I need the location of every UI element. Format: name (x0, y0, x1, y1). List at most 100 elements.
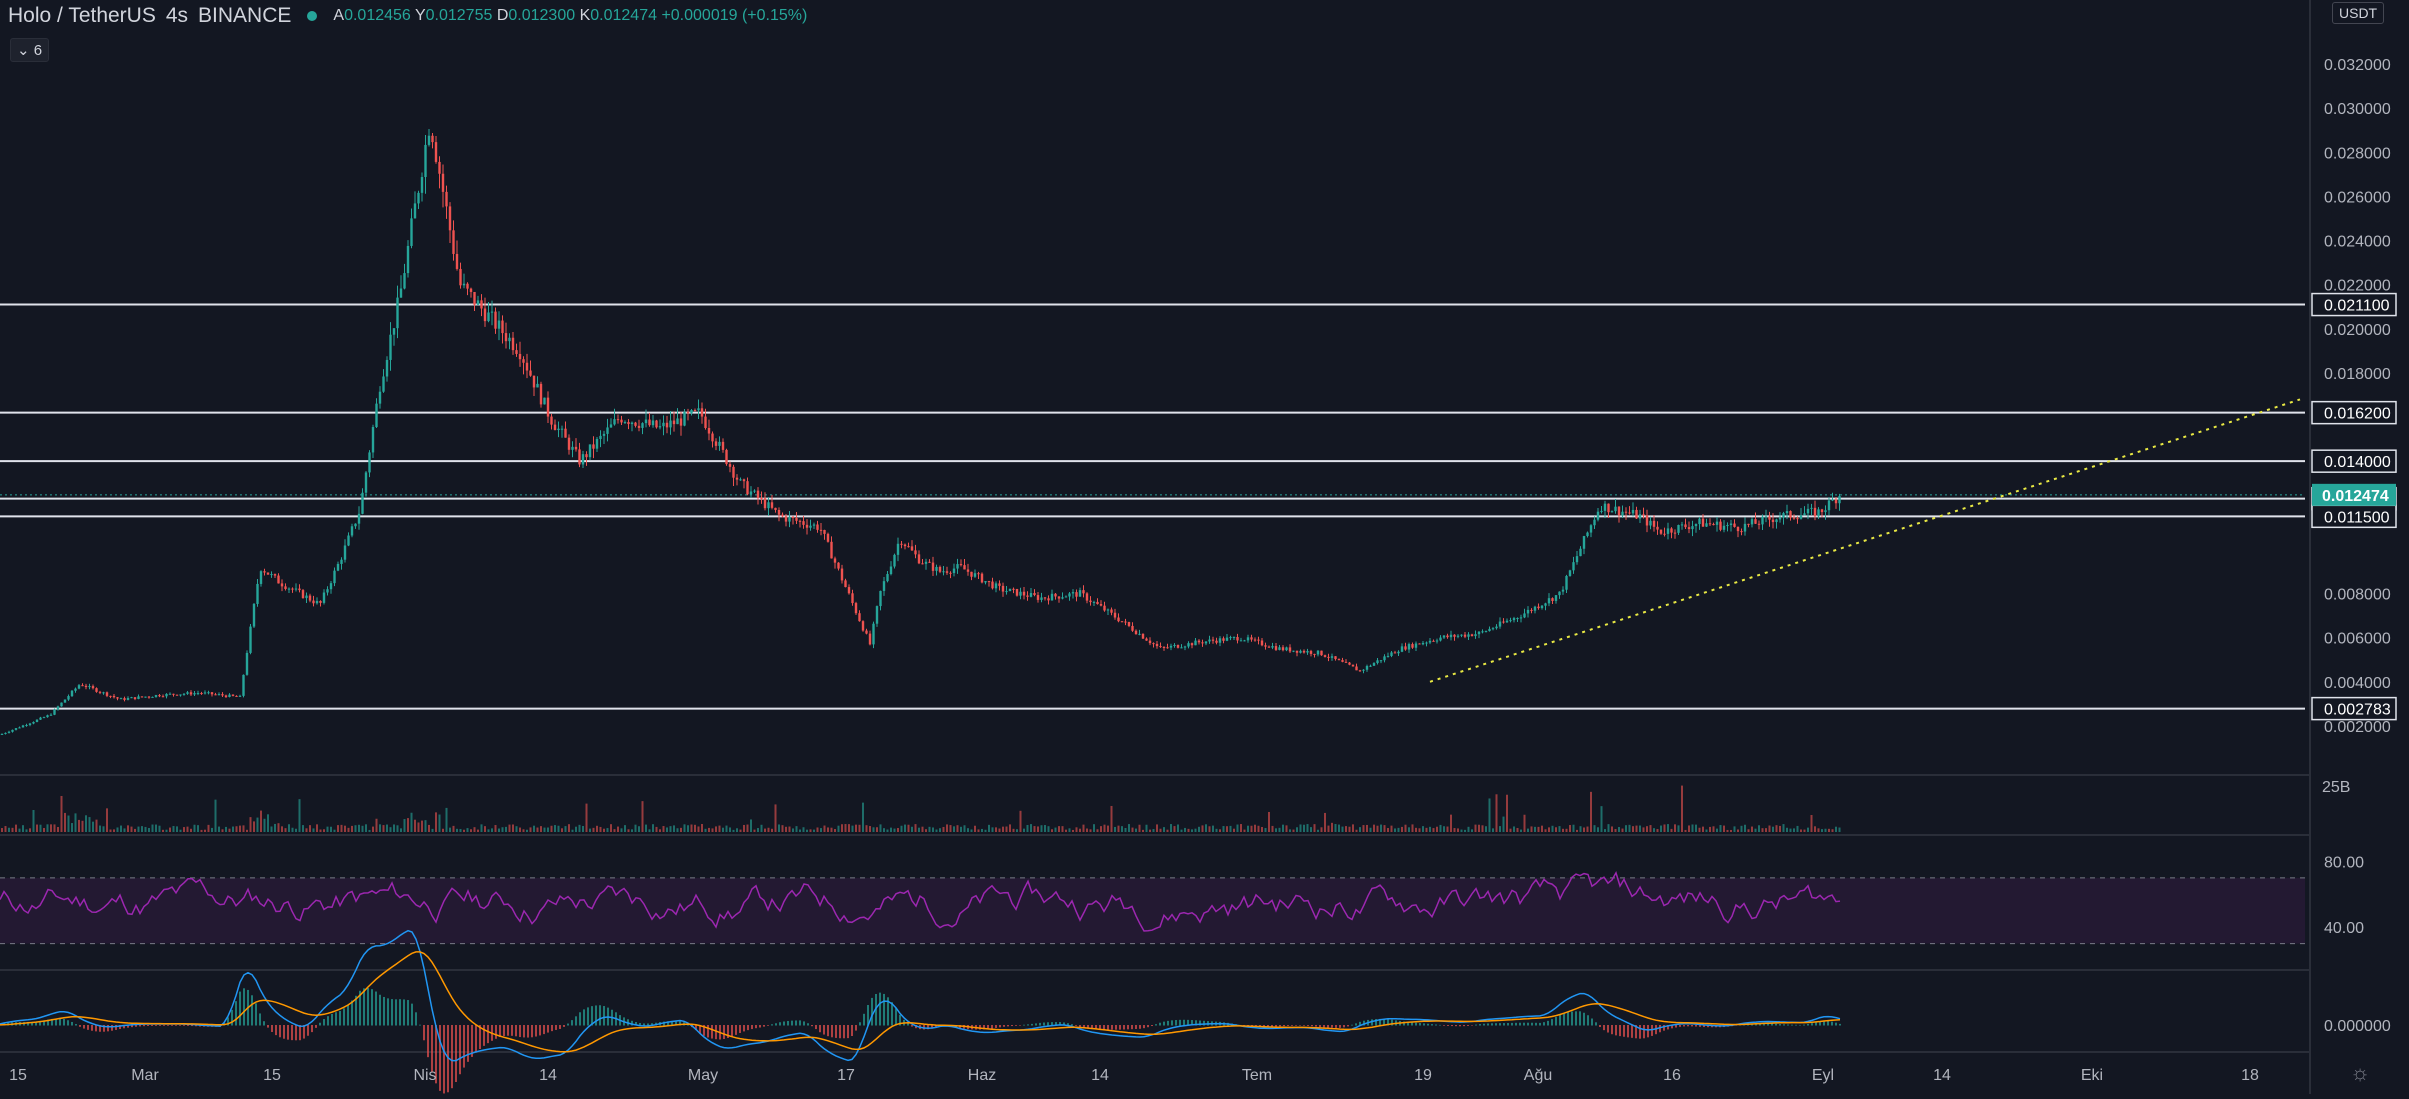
volume-bar (1051, 829, 1053, 832)
candle-body (175, 694, 179, 696)
volume-bar (1306, 824, 1309, 832)
macd-bar (1595, 1022, 1597, 1026)
volume-bar (431, 828, 434, 832)
macd-bar (1315, 1025, 1317, 1027)
volume-bar (953, 826, 955, 832)
volume-bar (592, 827, 595, 832)
macd-bar (587, 1007, 589, 1026)
macd-bar (1771, 1023, 1773, 1026)
candle-body (1771, 519, 1775, 523)
candle-body (501, 320, 504, 334)
volume-bar (1233, 828, 1235, 832)
candle-body (973, 573, 977, 577)
macd-bar (1627, 1025, 1629, 1038)
candle-body (564, 428, 567, 438)
volume-bar (333, 829, 336, 832)
volume-bar (1499, 826, 1501, 832)
candle-body (1099, 604, 1103, 606)
macd-bar (143, 1025, 145, 1027)
candle-body (60, 702, 63, 707)
macd-bar (31, 1021, 33, 1026)
macd-bar (1463, 1025, 1465, 1027)
macd-bar (251, 995, 253, 1026)
volume-bar (1485, 826, 1487, 832)
candle-body (252, 603, 256, 627)
macd-bar (1271, 1025, 1273, 1027)
macd-bar (1363, 1020, 1365, 1026)
volume-bar (526, 829, 528, 832)
volume-bar (277, 823, 280, 832)
candle-body (620, 419, 623, 423)
currency-badge[interactable]: USDT (2332, 2, 2385, 24)
macd-bar (1039, 1022, 1041, 1026)
volume-bar (1401, 826, 1403, 832)
candle-body (833, 558, 837, 563)
volume-bar (1628, 824, 1631, 832)
macd-bar (1355, 1023, 1357, 1026)
candle-body (1246, 637, 1250, 641)
macd-bar (631, 1020, 633, 1026)
candle-body (1267, 646, 1271, 648)
candle-body (1173, 644, 1176, 646)
volume-bar (1537, 826, 1540, 832)
candle-body (1337, 659, 1341, 661)
volume-bar (1789, 828, 1792, 832)
candle-body (1225, 637, 1229, 641)
y-tick-label: 0.032000 (2324, 57, 2391, 74)
candle-body (371, 427, 375, 453)
rsi-band (0, 877, 2305, 944)
volume-bar (627, 829, 630, 832)
macd-bar (1635, 1025, 1637, 1039)
candle-body (1810, 507, 1813, 509)
volume-bar (1110, 805, 1113, 832)
gear-icon[interactable]: ☼ (2350, 1060, 2371, 1085)
indicators-toggle[interactable]: ⌄ 6 (10, 38, 50, 62)
volume-bar (1520, 829, 1522, 832)
x-tick-label: Haz (968, 1067, 996, 1084)
volume-bar (1415, 827, 1417, 832)
volume-bar (792, 828, 794, 832)
volume-bar (1107, 825, 1109, 832)
interval-label[interactable]: 4s (165, 4, 189, 27)
candle-body (1747, 523, 1750, 525)
candle-body (525, 362, 529, 371)
candle-body (112, 695, 116, 698)
volume-bar (1163, 827, 1165, 832)
volume-bar (1303, 824, 1305, 832)
macd-bar (1831, 1021, 1833, 1026)
volume-bar (1719, 825, 1722, 832)
candle-body (291, 588, 294, 590)
volume-bar (1772, 826, 1774, 832)
candle-body (245, 652, 249, 675)
candle-body (889, 566, 893, 575)
volume-bar (1376, 825, 1379, 832)
macd-bar (739, 1025, 741, 1033)
volume-bar (816, 827, 819, 832)
candle-body (606, 427, 609, 434)
volume-bar (1236, 824, 1239, 832)
symbol-name[interactable]: Holo / TetherUS (8, 4, 156, 27)
candle-body (1474, 634, 1477, 637)
volume-bar (771, 828, 773, 832)
volume-bar (144, 826, 147, 832)
candle-body (95, 688, 98, 692)
macd-bar (1199, 1020, 1201, 1026)
volume-bar (624, 825, 626, 832)
candle-body (1838, 496, 1841, 504)
volume-bar (872, 827, 875, 832)
candle-body (1271, 646, 1274, 648)
candle-body (46, 715, 49, 718)
volume-bar (904, 824, 906, 832)
volume-bar (302, 825, 304, 832)
macd-bar (383, 996, 385, 1026)
rsi-axis-label: 40.00 (2324, 920, 2364, 937)
macd-bar (67, 1020, 69, 1026)
macd-bar (371, 989, 373, 1026)
macd-bar (1071, 1024, 1073, 1026)
volume-bar (417, 822, 420, 832)
macd-bar (1619, 1025, 1621, 1037)
candle-body (497, 320, 501, 329)
macd-bar (183, 1025, 185, 1026)
